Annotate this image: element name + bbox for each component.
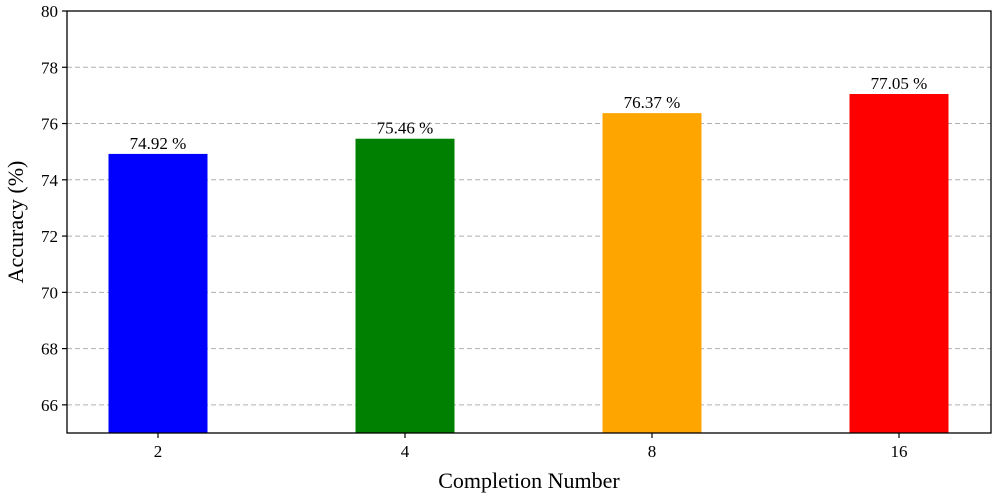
- bar-2: [108, 153, 208, 433]
- bar-16: [849, 93, 949, 433]
- x-tick-label: 16: [891, 442, 908, 461]
- y-tick-label: 76: [41, 115, 58, 134]
- y-tick-label: 70: [41, 283, 58, 302]
- gridlines: [67, 66, 991, 406]
- x-axis-label: Completion Number: [438, 468, 620, 493]
- y-axis-label: Accuracy (%): [3, 161, 28, 284]
- x-tick-label: 4: [401, 442, 410, 461]
- bar-value-label: 74.92 %: [130, 134, 187, 153]
- x-tick-label: 8: [648, 442, 657, 461]
- y-tick-label: 72: [41, 227, 58, 246]
- bar-4: [355, 138, 455, 433]
- bar-value-labels: 74.92 % 75.46 % 76.37 % 77.05 %: [130, 74, 928, 153]
- plot-frame: [66, 10, 992, 434]
- bar-value-label: 76.37 %: [624, 93, 681, 112]
- y-tick-label: 74: [41, 171, 59, 190]
- y-tick-label: 80: [41, 2, 58, 21]
- bar-value-label: 77.05 %: [871, 74, 928, 93]
- x-axis-ticks: 2 4 8 16: [154, 433, 908, 461]
- bar-8: [602, 113, 702, 434]
- y-axis-ticks: 66 68 70 72 74 76 78 80: [41, 2, 67, 415]
- bar-value-label: 75.46 %: [377, 119, 434, 138]
- y-tick-label: 66: [41, 396, 58, 415]
- y-tick-label: 68: [41, 340, 58, 359]
- y-tick-label: 78: [41, 58, 58, 77]
- x-tick-label: 2: [154, 442, 163, 461]
- bars: [108, 93, 949, 434]
